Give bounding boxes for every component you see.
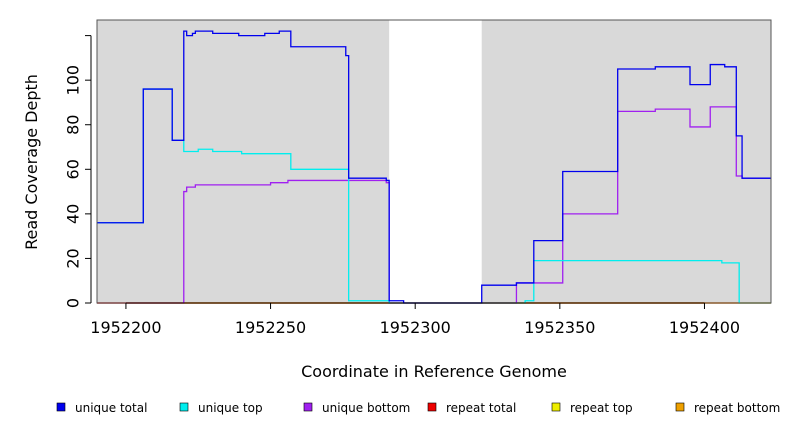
y-tick-label: 60 bbox=[64, 159, 83, 179]
plot-panel-right bbox=[481, 20, 771, 303]
x-tick-label: 1952200 bbox=[90, 318, 161, 337]
legend-swatch bbox=[303, 402, 313, 412]
y-tick-label: 20 bbox=[64, 248, 83, 268]
y-tick-label: 0 bbox=[64, 298, 83, 308]
legend-swatch bbox=[427, 402, 437, 412]
plot-panel-left bbox=[97, 20, 390, 303]
y-axis: 0 20 40 60 80 100 bbox=[64, 35, 92, 308]
x-tick-label: 1952250 bbox=[235, 318, 306, 337]
legend-label: unique top bbox=[198, 401, 263, 415]
legend-swatch bbox=[179, 402, 189, 412]
legend-swatch bbox=[56, 402, 66, 412]
legend: unique total unique top unique bottom repea… bbox=[56, 401, 780, 415]
x-tick-label: 1952400 bbox=[669, 318, 740, 337]
y-tick-label: 40 bbox=[64, 204, 83, 224]
legend-label: repeat top bbox=[570, 401, 633, 415]
series-unique-total bbox=[97, 30, 771, 304]
x-axis-title: Coordinate in Reference Genome bbox=[301, 362, 567, 381]
legend-label: unique bottom bbox=[322, 401, 410, 415]
x-tick-label: 1952350 bbox=[524, 318, 595, 337]
y-tick-label: 80 bbox=[64, 115, 83, 135]
x-tick-label: 1952300 bbox=[380, 318, 451, 337]
y-axis-title: Read Coverage Depth bbox=[22, 74, 41, 250]
legend-swatch bbox=[551, 402, 561, 412]
y-tick-label: 100 bbox=[64, 65, 83, 96]
legend-swatch bbox=[675, 402, 685, 412]
legend-label: repeat total bbox=[446, 401, 516, 415]
x-axis: 1952200 1952250 1952300 1952350 1952400 bbox=[90, 302, 740, 337]
plot-background bbox=[97, 20, 771, 303]
legend-label: unique total bbox=[75, 401, 147, 415]
legend-label: repeat bottom bbox=[694, 401, 780, 415]
